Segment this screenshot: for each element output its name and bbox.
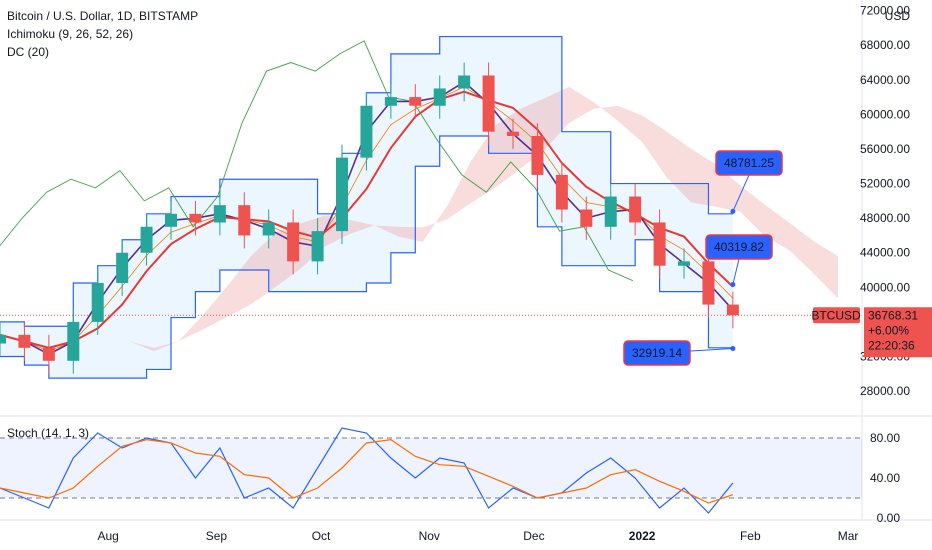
x-tick-label: 2022 [629,529,656,543]
x-tick-label: Sep [206,529,228,543]
candle-body [262,222,275,236]
x-tick-label: Nov [419,529,440,543]
candle-body [189,213,202,223]
candle-body [653,222,666,266]
bar-countdown: 22:20:36 [868,338,915,352]
stoch-d-line [0,439,734,504]
y-tick-label: 56000.00 [860,142,910,156]
candle-body [336,157,349,232]
y-tick-label: 64000.00 [860,73,910,87]
chart-title: Bitcoin / U.S. Dollar, 1D, BITSTAMP [7,9,199,23]
candle-body [165,213,178,227]
candle-body [531,136,544,175]
callout-leader [732,174,750,212]
callout-label: 40319.82 [714,240,764,254]
symbol-tag: BTCUSD [811,308,861,322]
candle-body [409,97,422,106]
callout-box [705,234,773,260]
y-tick-label: 72000.00 [860,4,910,18]
callout-anchor [730,346,736,352]
x-tick-label: Dec [523,529,544,543]
callout-box [623,340,691,366]
callout-label: 32919.14 [632,346,682,360]
stoch-y-tick: 80.00 [870,431,900,445]
x-tick-label: Mar [838,529,859,543]
candle-body [42,347,55,361]
stoch-k-line [0,427,734,514]
candle-body [18,334,31,348]
candle-body [213,205,226,223]
y-tick-label: 28000.00 [860,384,910,398]
last-price: 36768.31 [868,308,918,322]
price-tag-bg [864,307,932,358]
donchian-lower [0,135,733,379]
stoch-legend: Stoch (14, 1, 3) [7,426,90,440]
y-tick-label: 68000.00 [860,38,910,52]
candle-body [629,196,642,223]
candle-body [507,131,520,137]
candle-body [91,282,104,322]
candle-body [360,105,373,158]
stoch-y-tick: 0.00 [877,511,901,525]
y-tick-label: 44000.00 [860,246,910,260]
stoch-y-tick: 40.00 [870,471,900,485]
y-tick-label: 52000.00 [860,177,910,191]
candle-body [555,174,568,210]
candle-body [604,196,617,227]
currency-label: USD [885,9,911,23]
candle-body [433,88,446,106]
callout-leader [732,258,740,285]
candle-body [67,321,80,361]
stoch-band [0,438,862,498]
ichimoku-legend: Ichimoku (9, 26, 52, 26) [7,27,134,41]
candle-body [678,261,691,266]
y-tick-label: 48000.00 [860,211,910,225]
candle-body [311,231,324,262]
candle-body [116,252,129,283]
y-tick-label: 40000.00 [860,280,910,294]
candle-body [140,226,153,253]
candle-body [702,261,715,305]
candle-body [580,209,593,227]
callout-anchor [730,208,736,214]
y-tick-label: 60000.00 [860,107,910,121]
x-tick-label: Feb [740,529,761,543]
x-tick-label: Oct [312,529,331,543]
donchian-legend: DC (20) [7,45,50,59]
ichimoku-lagging-span [0,40,634,282]
candle-body [726,304,739,316]
candle-body [384,97,397,106]
symbol-tag-bg [813,307,860,324]
callout-box [715,150,783,176]
candle-body [0,334,6,344]
ichimoku-cloud [105,86,838,352]
candle-body [458,75,471,89]
donchian-fill [0,36,733,379]
x-tick-label: Aug [98,529,119,543]
callout-anchor [730,282,736,288]
callout-label: 48781.25 [724,156,774,170]
price-change: +6.00% [868,323,909,337]
candle-body [482,75,495,132]
candle-body [287,222,300,262]
candle-body [238,205,251,236]
